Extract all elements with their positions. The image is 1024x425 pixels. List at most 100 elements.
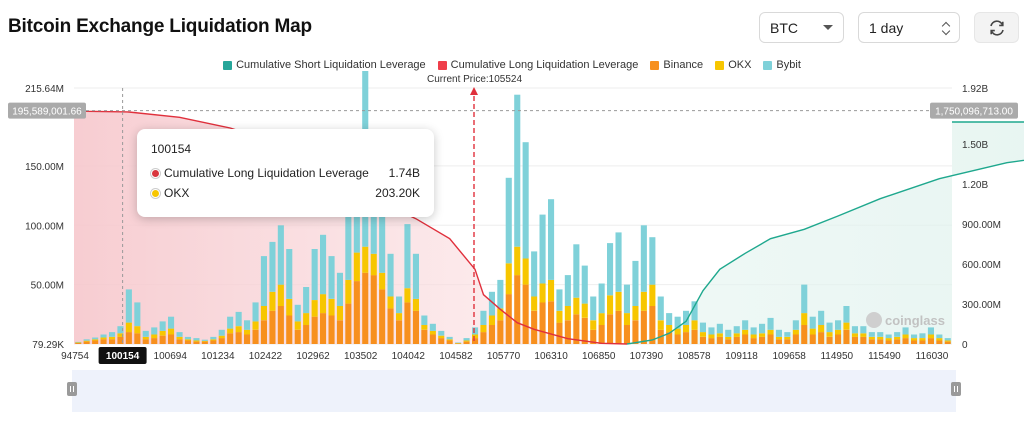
bar-okx bbox=[404, 288, 411, 303]
crosshair-left-label-box bbox=[8, 102, 86, 119]
bar-bybit bbox=[522, 142, 529, 259]
bar-okx bbox=[184, 339, 191, 341]
bar-binance bbox=[303, 325, 310, 344]
bar-binance bbox=[260, 320, 267, 344]
scroller-handle-right[interactable] bbox=[951, 382, 961, 396]
bar-okx bbox=[134, 326, 141, 334]
legend-item-okx[interactable]: OKX bbox=[715, 59, 751, 71]
bar-okx bbox=[522, 258, 529, 285]
bar-binance bbox=[412, 310, 419, 344]
bar-bybit bbox=[632, 260, 639, 306]
tooltip-label: OKX bbox=[164, 186, 190, 200]
watermark: coinglass bbox=[866, 312, 945, 328]
bar-bybit bbox=[885, 334, 892, 339]
bar-binance bbox=[320, 313, 327, 344]
bar-binance bbox=[387, 308, 394, 344]
bar-binance bbox=[328, 315, 335, 344]
legend-item-short[interactable]: Cumulative Short Liquidation Leverage bbox=[223, 59, 426, 71]
bar-binance bbox=[607, 314, 614, 344]
bar-okx bbox=[699, 332, 706, 337]
bar-bybit bbox=[767, 317, 774, 330]
bar-binance bbox=[472, 338, 479, 344]
bar-okx bbox=[936, 338, 943, 341]
bar-bybit bbox=[92, 337, 99, 340]
legend-label-okx: OKX bbox=[728, 59, 752, 71]
x-axis-tick-label: 115490 bbox=[868, 351, 901, 362]
x-axis-tick-label: 114950 bbox=[820, 351, 853, 362]
bar-binance bbox=[235, 332, 242, 344]
bar-binance bbox=[455, 343, 462, 344]
bar-binance bbox=[894, 339, 901, 344]
bar-binance bbox=[210, 340, 217, 344]
bar-bybit bbox=[421, 315, 428, 325]
bar-bybit bbox=[142, 330, 149, 337]
x-axis-tick-label: 108578 bbox=[677, 351, 711, 362]
bar-binance bbox=[877, 339, 884, 344]
bar-binance bbox=[759, 336, 766, 344]
bar-binance bbox=[691, 329, 698, 344]
legend-item-bybit[interactable]: Bybit bbox=[763, 59, 801, 71]
bar-binance bbox=[750, 338, 757, 344]
x-axis-tick-label: 100154 bbox=[106, 351, 140, 362]
symbol-select[interactable]: BTC bbox=[759, 12, 844, 43]
bar-okx bbox=[75, 342, 82, 343]
bar-okx bbox=[868, 336, 875, 340]
bar-binance bbox=[168, 334, 175, 344]
x-axis-tick-label: 105770 bbox=[487, 351, 521, 362]
bar-bybit bbox=[429, 323, 436, 331]
tooltip-title: 100154 bbox=[151, 142, 192, 156]
caret-down-icon bbox=[823, 25, 833, 30]
bar-bybit bbox=[607, 243, 614, 296]
current-price-arrow bbox=[470, 87, 478, 95]
chart-legend: Cumulative Short Liquidation Leverage Cu… bbox=[0, 59, 1024, 71]
bar-binance bbox=[649, 306, 656, 344]
bar-bybit bbox=[303, 287, 310, 314]
bar-bybit bbox=[472, 327, 479, 335]
legend-item-binance[interactable]: Binance bbox=[650, 59, 703, 71]
scroller-handle-left[interactable] bbox=[67, 382, 77, 396]
bar-okx bbox=[92, 339, 99, 341]
bar-okx bbox=[109, 336, 116, 340]
legend-item-long[interactable]: Cumulative Long Liquidation Leverage bbox=[437, 59, 638, 71]
range-scroller[interactable] bbox=[72, 370, 956, 412]
left-axis-tick-label: 150.00M bbox=[25, 162, 64, 173]
bar-okx bbox=[294, 321, 301, 330]
bar-okx bbox=[548, 279, 555, 302]
bar-bybit bbox=[691, 301, 698, 321]
bar-okx bbox=[851, 333, 858, 337]
chart-axes: 79.29K 50.00M 100.00M 150.00M 215.64M 0 300.00… bbox=[25, 84, 1001, 364]
bar-bybit bbox=[446, 336, 453, 340]
bar-bybit bbox=[733, 326, 740, 334]
bar-binance bbox=[801, 325, 808, 344]
bar-okx bbox=[750, 334, 757, 339]
bar-binance bbox=[294, 329, 301, 344]
bar-bybit bbox=[649, 237, 656, 285]
bar-binance bbox=[539, 302, 546, 344]
bar-okx bbox=[497, 308, 504, 321]
bar-binance bbox=[370, 275, 377, 344]
bar-okx bbox=[649, 284, 656, 306]
bar-binance bbox=[742, 334, 749, 344]
refresh-button[interactable] bbox=[974, 12, 1019, 43]
symbol-select-value: BTC bbox=[770, 19, 798, 36]
bar-binance bbox=[573, 314, 580, 344]
x-axis-tick-label: 102422 bbox=[249, 351, 283, 362]
bar-bybit bbox=[294, 304, 301, 322]
bar-binance bbox=[201, 341, 208, 344]
tooltip-value: 1.74B bbox=[388, 166, 420, 180]
bar-okx bbox=[818, 325, 825, 333]
bar-bybit bbox=[455, 342, 462, 344]
bar-bybit bbox=[716, 323, 723, 334]
x-axis-tick-label: 94754 bbox=[61, 351, 89, 362]
bar-okx bbox=[708, 334, 715, 339]
bar-bybit bbox=[235, 311, 242, 327]
bar-binance bbox=[640, 310, 647, 344]
bar-binance bbox=[725, 339, 732, 344]
bar-okx bbox=[168, 328, 175, 335]
bar-binance bbox=[598, 325, 605, 344]
bar-bybit bbox=[387, 253, 394, 297]
bar-binance bbox=[218, 338, 225, 344]
range-select[interactable]: 1 day bbox=[858, 12, 960, 43]
bar-bybit bbox=[792, 320, 799, 330]
bar-binance bbox=[767, 334, 774, 344]
